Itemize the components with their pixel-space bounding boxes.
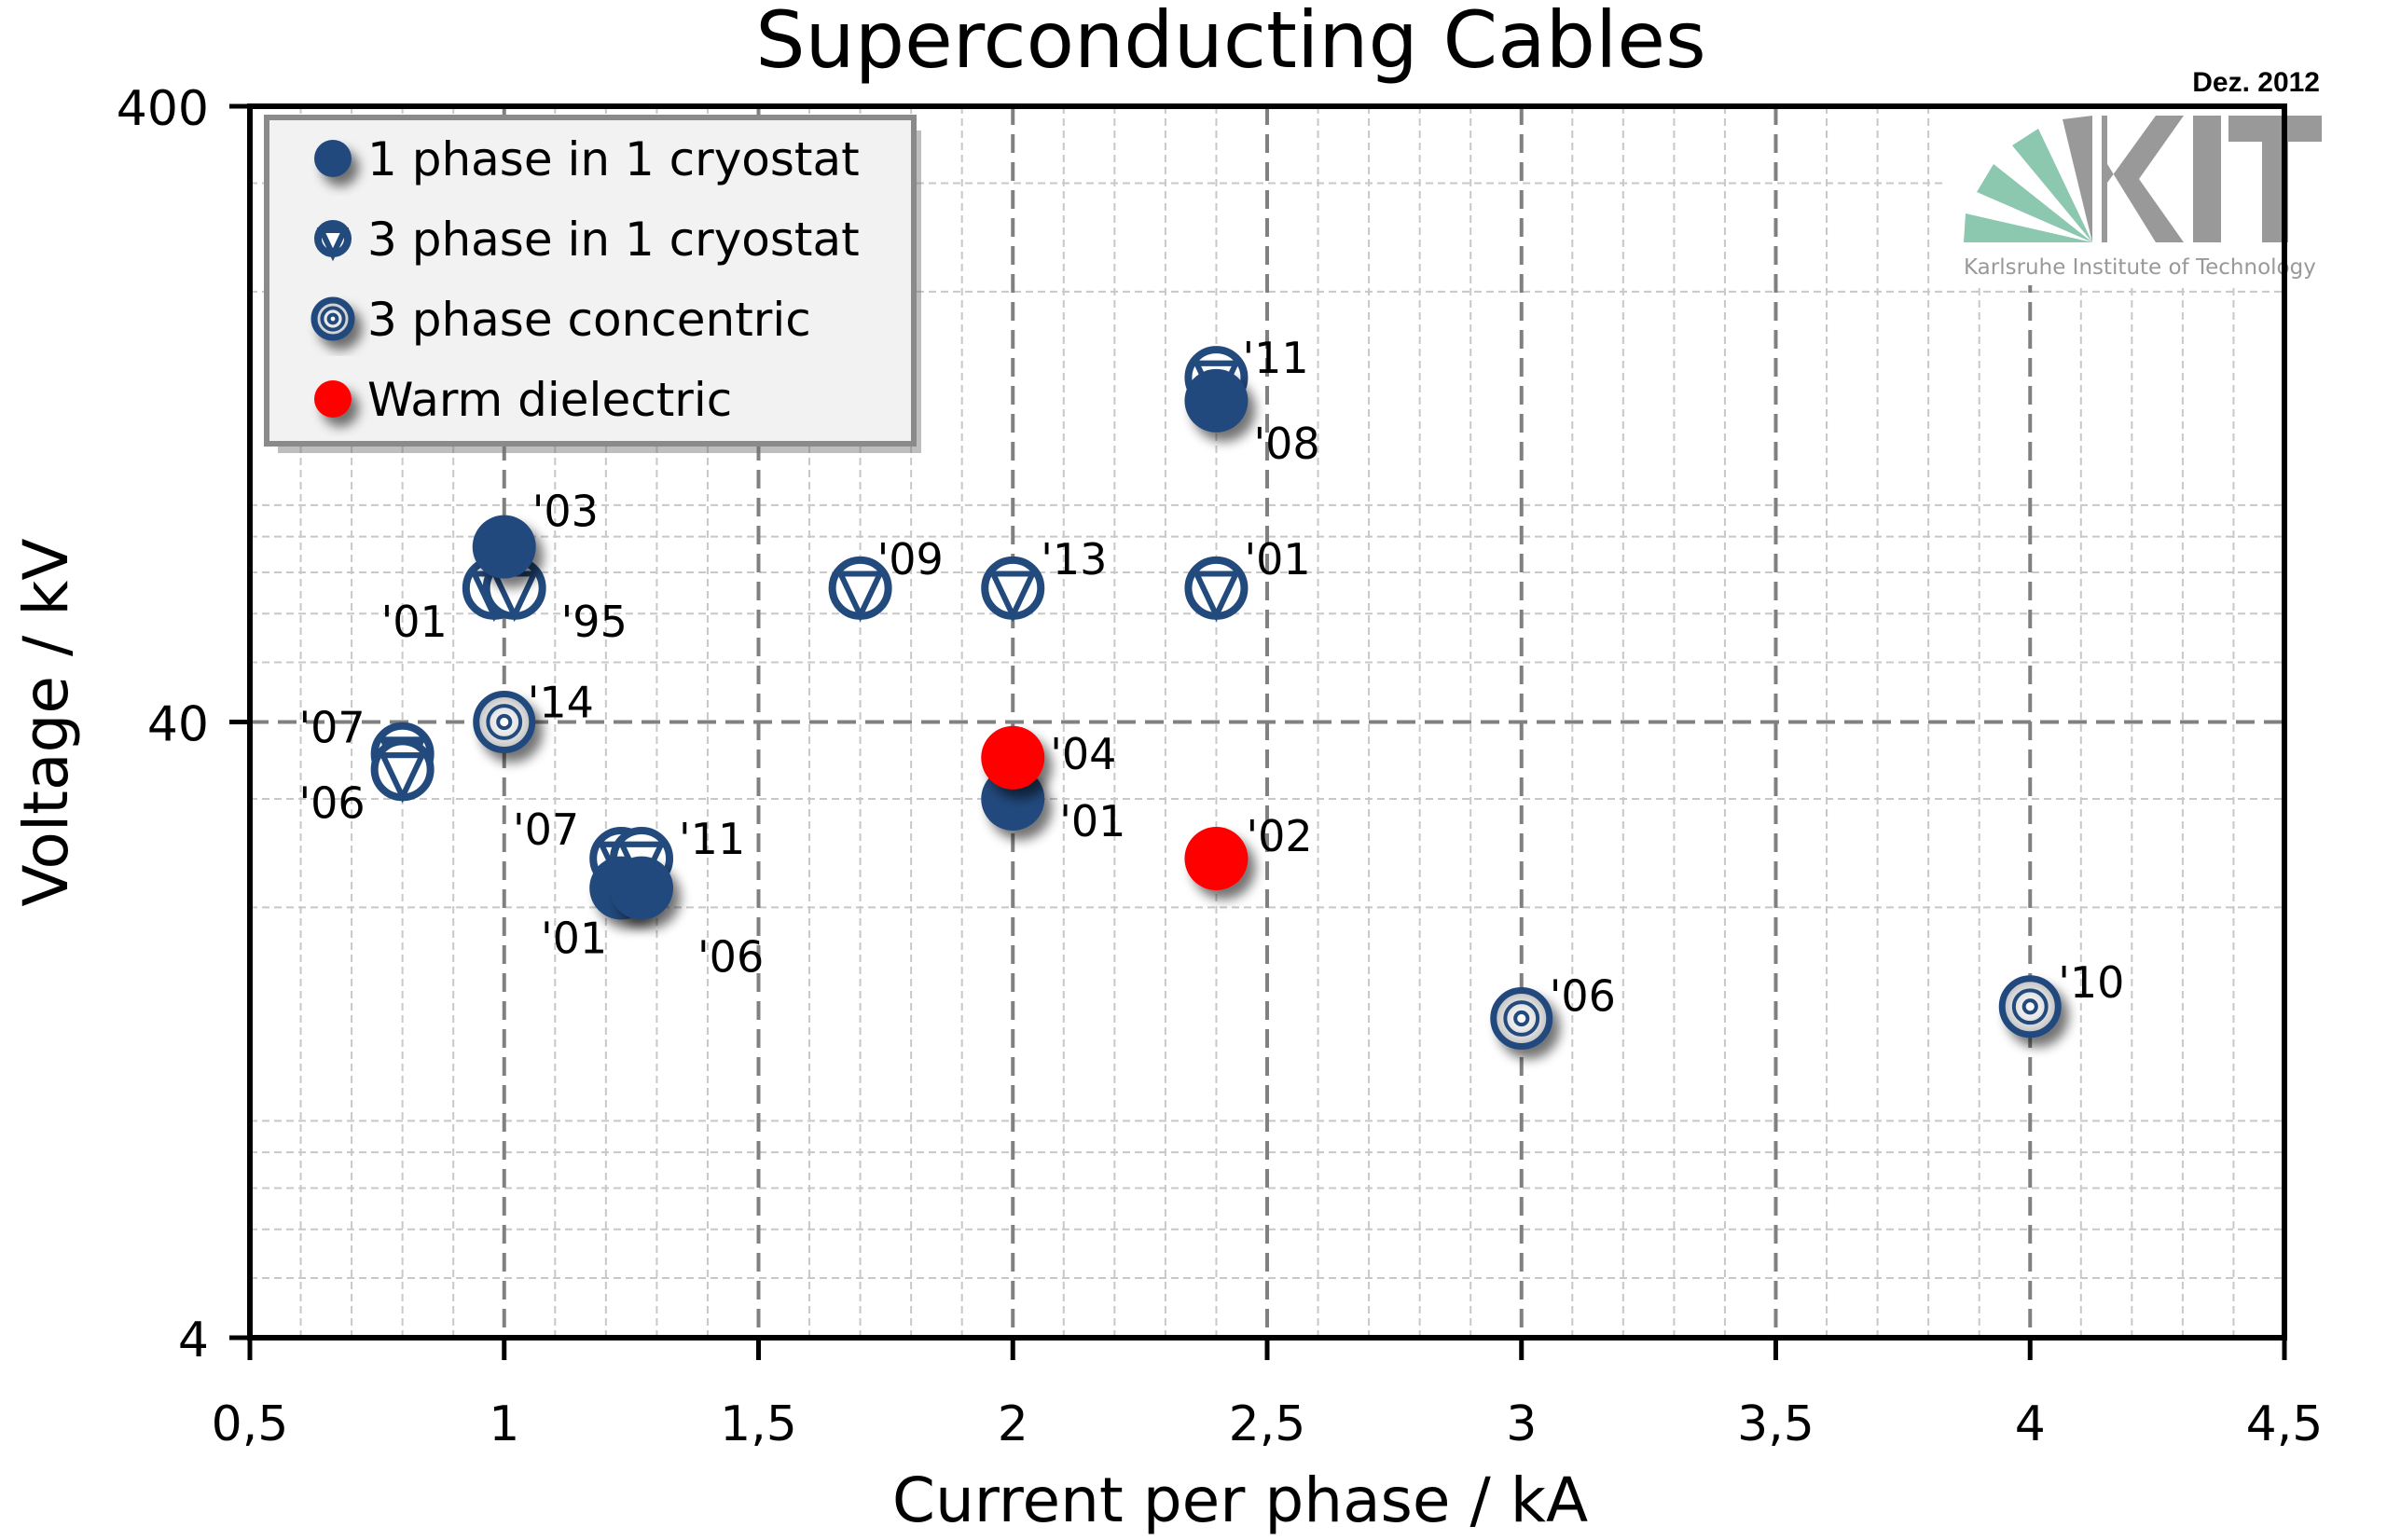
data-label: '06	[298, 777, 365, 828]
marker-ring-inner	[2021, 998, 2038, 1015]
data-label: '09	[877, 534, 944, 584]
marker-triangle	[988, 571, 1038, 623]
data-point	[981, 556, 1045, 623]
chart-title: Superconducting Cables	[755, 0, 1706, 86]
marker-ring-middle	[1503, 1000, 1540, 1037]
marker-triangle	[835, 571, 885, 623]
x-tick-label: 1	[489, 1396, 519, 1452]
marker-ring-outer	[310, 296, 355, 341]
data-point	[1184, 368, 1249, 433]
tick-labels: 0,5 1 1,5 2 2,5 3 3,5 4 4,5 4 40 400	[117, 81, 2324, 1452]
logo-subtitle: Karlsruhe Institute of Technology	[1964, 255, 2316, 280]
data-label: '01	[1244, 534, 1310, 584]
data-label: '01	[541, 914, 607, 964]
marker-ring-middle	[486, 704, 523, 740]
data-label: '03	[532, 487, 599, 537]
point-labels: '01 '95 '09 '13 '01 '11 '07 '06 '07 '11 '14 '06 '10 '…	[298, 333, 2124, 1021]
marker-triangle	[1192, 571, 1241, 623]
legend-marker	[314, 380, 352, 418]
marker-dot	[1184, 368, 1249, 433]
marker-ring	[1184, 556, 1249, 620]
axes	[229, 103, 2287, 1360]
marker-ring-outer	[1490, 987, 1553, 1051]
data-label: '02	[1246, 811, 1312, 861]
data-label: '01	[381, 597, 448, 647]
x-tick-label: 4,5	[2246, 1396, 2324, 1452]
data-point	[610, 856, 674, 920]
data-point	[981, 725, 1045, 790]
marker-ring-outer	[1998, 975, 2062, 1038]
data-label: '01	[1059, 796, 1125, 846]
marker-ring-middle	[320, 306, 346, 332]
marker-ring-inner	[1513, 1010, 1530, 1027]
data-label: '14	[528, 678, 594, 728]
legend-item: 3 phase concentric	[310, 293, 811, 347]
y-tick-label: 4	[178, 1313, 209, 1368]
marker-ring	[981, 556, 1045, 620]
marker-dot	[314, 140, 352, 177]
marker-dot	[1184, 827, 1249, 891]
x-tick-label: 2,5	[1229, 1396, 1306, 1452]
data-point	[1490, 987, 1553, 1051]
legend-marker	[314, 220, 352, 262]
marker-dot	[314, 380, 352, 418]
data-label: '11	[1242, 333, 1308, 383]
data-label: '13	[1041, 534, 1107, 584]
marker-ring-inner	[326, 312, 339, 325]
y-tick-label: 40	[147, 697, 209, 753]
data-label: '08	[1253, 419, 1319, 469]
data-points	[370, 346, 2062, 1051]
data-label: '06	[1550, 971, 1616, 1022]
legend-label: Warm dielectric	[367, 373, 732, 427]
data-point	[472, 515, 536, 579]
data-label: '07	[513, 804, 579, 855]
marker-ring-outer	[473, 691, 536, 753]
data-label: '04	[1050, 729, 1116, 779]
data-point	[370, 737, 435, 804]
legend-item: Warm dielectric	[314, 373, 732, 427]
marker-dot	[610, 856, 674, 920]
x-axis-label: Current per phase / kA	[892, 1464, 1588, 1536]
data-label: '11	[679, 814, 745, 864]
kit-logo: Karlsruhe Institute of Technology	[1945, 108, 2355, 285]
marker-ring-middle	[2011, 988, 2049, 1025]
legend-label: 3 phase concentric	[367, 293, 811, 347]
data-point	[473, 691, 536, 753]
data-point	[828, 556, 892, 623]
x-tick-label: 3	[1506, 1396, 1537, 1452]
legend-label: 3 phase in 1 cryostat	[367, 213, 860, 267]
x-tick-label: 1,5	[720, 1396, 797, 1452]
legend-marker	[314, 140, 352, 177]
data-point	[1998, 975, 2062, 1038]
marker-triangle	[316, 227, 350, 262]
data-point	[1184, 556, 1249, 623]
marker-ring	[370, 737, 435, 802]
date-annotation: Dez. 2012	[2192, 67, 2320, 98]
marker-dot	[981, 725, 1045, 790]
data-label: '95	[561, 597, 628, 647]
y-tick-label: 400	[117, 81, 209, 137]
legend-label: 1 phase in 1 cryostat	[367, 132, 860, 186]
x-tick-label: 4	[2015, 1396, 2046, 1452]
legend-item: 3 phase in 1 cryostat	[314, 213, 860, 267]
legend: 1 phase in 1 cryostat 3 phase in 1 cryost…	[264, 115, 921, 453]
data-label: '10	[2058, 957, 2124, 1008]
marker-dot	[472, 515, 536, 579]
x-tick-label: 0,5	[212, 1396, 289, 1452]
marker-ring-inner	[496, 713, 513, 731]
data-point	[1184, 827, 1249, 891]
data-label: '06	[697, 932, 764, 983]
x-tick-label: 2	[998, 1396, 1028, 1452]
y-axis-label: Voltage / kV	[10, 538, 82, 906]
data-label: '07	[298, 703, 365, 753]
legend-marker	[310, 296, 355, 341]
legend-item: 1 phase in 1 cryostat	[314, 132, 860, 186]
marker-triangle	[378, 752, 427, 804]
x-tick-label: 3,5	[1737, 1396, 1814, 1452]
